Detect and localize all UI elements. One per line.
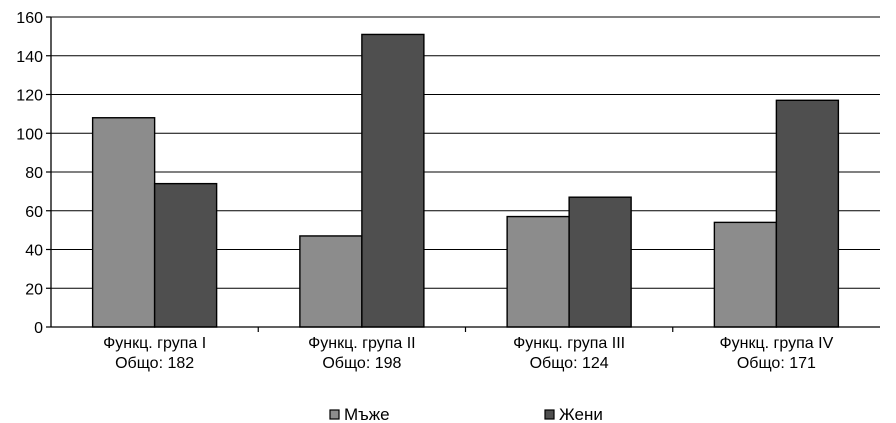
y-tick-label: 160: [16, 10, 43, 27]
legend-swatch: [329, 409, 340, 420]
y-tick-label: 140: [16, 49, 43, 66]
y-tick-label: 60: [25, 204, 43, 221]
bar-series-1: [713, 221, 778, 328]
y-tick-label: 80: [25, 165, 43, 182]
bar-series-1: [91, 117, 156, 328]
legend: Мъже Жени: [329, 405, 603, 423]
y-tick-label: 0: [34, 320, 43, 337]
x-category-label-line2: Общо: 124: [530, 355, 609, 372]
y-tick-labels: 0 20 40 60 80 100 120 140 160: [16, 10, 43, 337]
bars: [91, 33, 840, 328]
x-category-label-line2: Общо: 198: [322, 355, 401, 372]
legend-label: Жени: [559, 405, 603, 423]
y-tick-label: 40: [25, 243, 43, 260]
x-category-label-line2: Общо: 182: [115, 355, 194, 372]
bar-series-2: [568, 196, 632, 328]
x-category-label-line1: Функц. група I: [103, 335, 206, 352]
x-category-label-line1: Функц. група III: [513, 335, 625, 352]
bar-series-1: [506, 215, 570, 328]
y-tick-label: 120: [16, 88, 43, 105]
y-tick-label: 20: [25, 281, 43, 298]
legend-swatch: [544, 409, 555, 420]
bar-series-2: [361, 33, 425, 328]
y-tick-label: 100: [16, 126, 43, 143]
bar-series-2: [775, 99, 840, 328]
legend-label: Мъже: [344, 405, 390, 423]
x-category-label-line1: Функц. група II: [308, 335, 416, 352]
axes: [46, 16, 880, 332]
bar-series-2: [153, 182, 218, 328]
x-category-label-line1: Функц. група IV: [720, 335, 834, 352]
x-category-labels: Функц. група I Общо: 182 Функц. група II Об…: [103, 335, 833, 372]
bar-series-1: [299, 235, 363, 328]
x-category-label-line2: Общо: 171: [737, 355, 816, 372]
